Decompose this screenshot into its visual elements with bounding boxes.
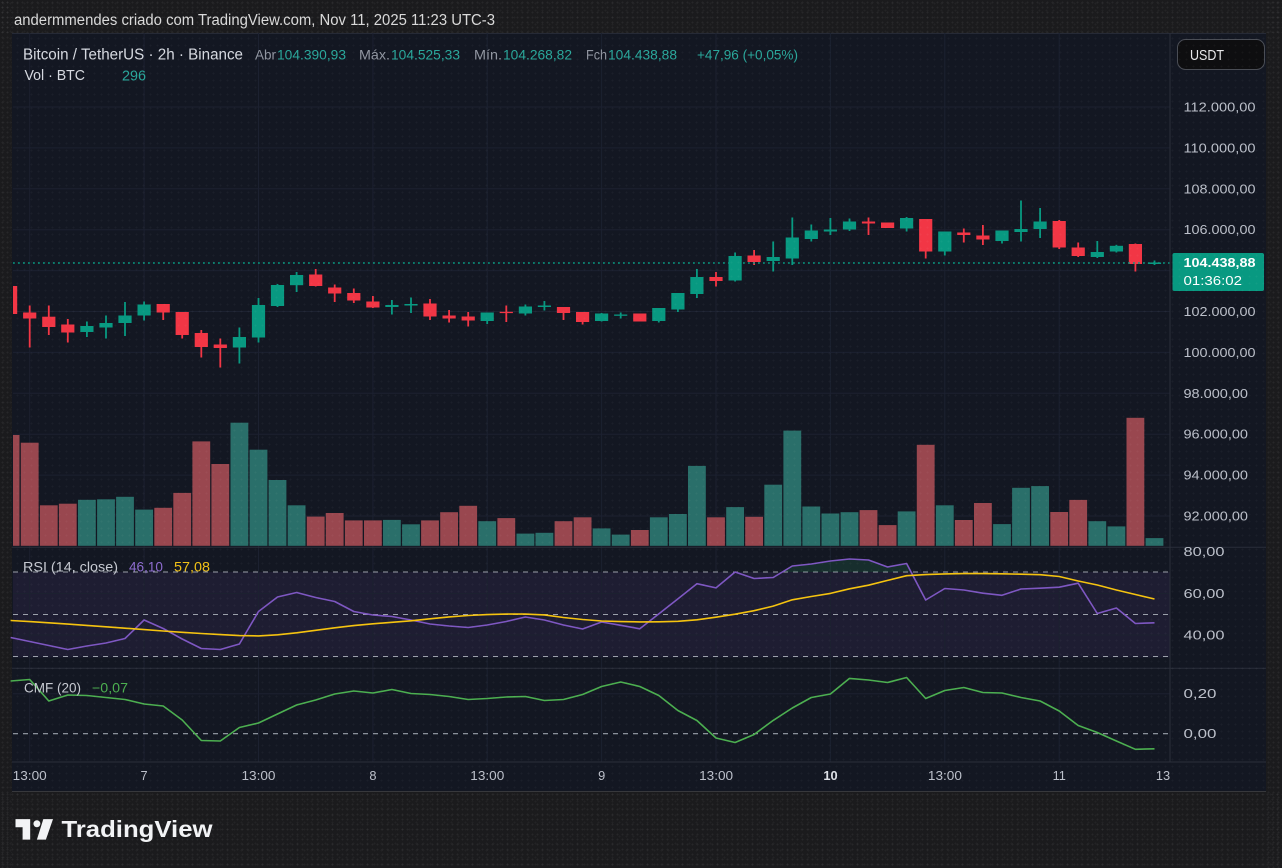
svg-text:13:00: 13:00 [699, 768, 733, 783]
svg-text:Mín.: Mín. [474, 47, 502, 63]
svg-text:9: 9 [598, 768, 605, 783]
svg-text:104.525,33: 104.525,33 [391, 47, 460, 63]
svg-text:104.438,88: 104.438,88 [608, 47, 677, 63]
svg-text:104.438,88: 104.438,88 [1184, 255, 1256, 270]
svg-text:46,10: 46,10 [129, 560, 163, 575]
svg-text:108.000,00: 108.000,00 [1184, 181, 1256, 196]
svg-text:94.000,00: 94.000,00 [1184, 468, 1249, 483]
svg-text:RSI (14, close): RSI (14, close) [23, 560, 118, 575]
svg-text:Fch: Fch [586, 47, 607, 63]
svg-text:+47,96 (+0,05%): +47,96 (+0,05%) [697, 47, 798, 63]
svg-text:01:36:02: 01:36:02 [1184, 273, 1243, 288]
svg-text:98.000,00: 98.000,00 [1184, 386, 1249, 401]
svg-text:Bitcoin / TetherUS · 2h · Bina: Bitcoin / TetherUS · 2h · Binance [23, 47, 243, 64]
svg-text:13: 13 [1156, 768, 1170, 783]
svg-text:102.000,00: 102.000,00 [1184, 304, 1256, 319]
svg-text:112.000,00: 112.000,00 [1184, 100, 1256, 115]
svg-text:100.000,00: 100.000,00 [1184, 345, 1256, 360]
svg-text:Máx.: Máx. [359, 47, 390, 63]
svg-text:57,08: 57,08 [174, 560, 210, 575]
svg-text:104.268,82: 104.268,82 [503, 47, 572, 63]
svg-text:60,00: 60,00 [1184, 586, 1225, 601]
svg-text:0,00: 0,00 [1184, 726, 1217, 741]
svg-text:Abr: Abr [255, 47, 276, 63]
svg-text:104.390,93: 104.390,93 [277, 47, 346, 63]
svg-text:13:00: 13:00 [242, 768, 276, 783]
svg-text:13:00: 13:00 [470, 768, 504, 783]
svg-text:96.000,00: 96.000,00 [1184, 427, 1249, 442]
svg-text:7: 7 [141, 768, 148, 783]
svg-text:USDT: USDT [1190, 47, 1224, 64]
svg-text:andermmendes criado com Tradin: andermmendes criado com TradingView.com,… [14, 12, 495, 29]
svg-text:13:00: 13:00 [928, 768, 962, 783]
svg-text:TradingView: TradingView [62, 816, 214, 842]
svg-text:80,00: 80,00 [1184, 544, 1225, 559]
svg-text:10: 10 [823, 768, 837, 783]
svg-text:110.000,00: 110.000,00 [1184, 140, 1256, 155]
svg-text:11: 11 [1053, 768, 1066, 783]
svg-text:92.000,00: 92.000,00 [1184, 509, 1249, 524]
svg-text:106.000,00: 106.000,00 [1184, 222, 1256, 237]
svg-text:Vol · BTC: Vol · BTC [25, 68, 86, 84]
svg-text:296: 296 [122, 69, 146, 85]
svg-text:−0,07: −0,07 [92, 681, 128, 696]
svg-text:13:00: 13:00 [13, 768, 47, 783]
svg-text:8: 8 [369, 768, 376, 783]
svg-text:CMF (20): CMF (20) [24, 681, 81, 696]
svg-text:0,20: 0,20 [1184, 686, 1217, 701]
svg-text:40,00: 40,00 [1184, 628, 1225, 643]
